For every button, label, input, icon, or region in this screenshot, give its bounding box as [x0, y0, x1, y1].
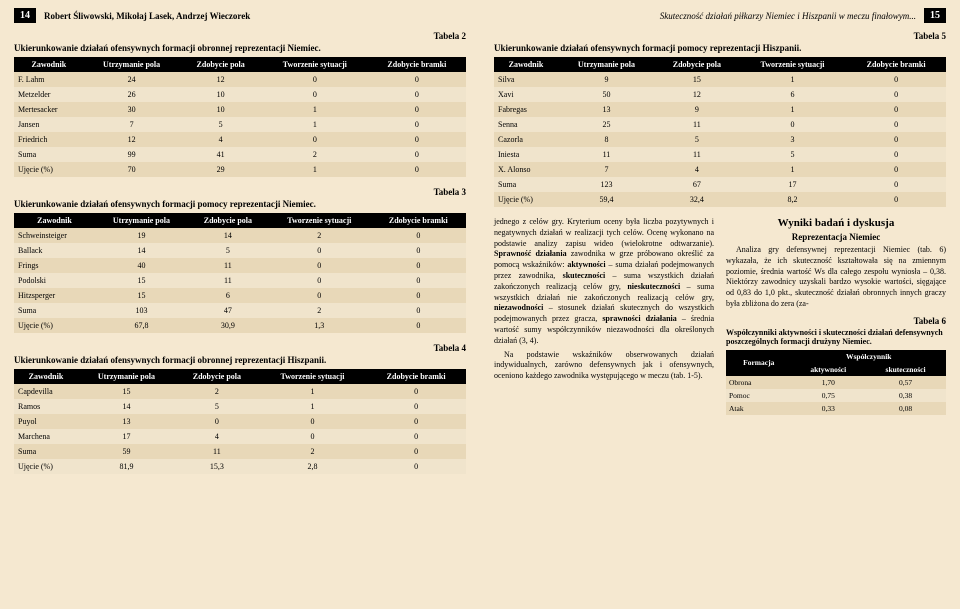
table3-caption: Ukierunkowanie działań ofensywnych forma…: [14, 199, 466, 209]
table-row: Pomoc0,750,38: [726, 389, 946, 402]
table-row: Frings401100: [14, 258, 466, 273]
table-row: Schweinsteiger191420: [14, 228, 466, 243]
table-row: Obrona1,700,57: [726, 376, 946, 389]
table-row: Ujęcie (%)59,432,48,20: [494, 192, 946, 207]
table-row: Hitzsperger15600: [14, 288, 466, 303]
table4-caption: Ukierunkowanie działań ofensywnych forma…: [14, 355, 466, 365]
table-row: Suma591120: [14, 444, 466, 459]
table-row: Silva91510: [494, 72, 946, 87]
header-authors: Robert Śliwowski, Mikołaj Lasek, Andrzej…: [44, 11, 250, 21]
table5-caption: Ukierunkowanie działań ofensywnych forma…: [494, 43, 946, 53]
table5-label: Tabela 5: [494, 31, 946, 41]
table-row: Metzelder261000: [14, 87, 466, 102]
table-row: Atak0,330,08: [726, 402, 946, 415]
table-row: Mertesacker301010: [14, 102, 466, 117]
left-header: 14 Robert Śliwowski, Mikołaj Lasek, Andr…: [14, 8, 466, 23]
table-row: Ujęcie (%)702910: [14, 162, 466, 177]
table-row: F. Lahm241200: [14, 72, 466, 87]
table-row: Capdevilla15210: [14, 384, 466, 399]
results-para: Analiza gry defensywnej reprezentacji Ni…: [726, 245, 946, 310]
table4-label: Tabela 4: [14, 343, 466, 353]
table-row: Iniesta111150: [494, 147, 946, 162]
table6-caption: Współczynniki aktywności i skuteczności …: [726, 328, 946, 346]
table3: Zawodnik Utrzymanie pola Zdobycie pola T…: [14, 213, 466, 333]
page-number: 15: [924, 8, 946, 23]
table-row: Ujęcie (%)67,830,91,30: [14, 318, 466, 333]
table-row: Podolski151100: [14, 273, 466, 288]
table4: Zawodnik Utrzymanie pola Zdobycie pola T…: [14, 369, 466, 474]
table-row: Suma1034720: [14, 303, 466, 318]
table-row: Ballack14500: [14, 243, 466, 258]
table-row: Jansen7510: [14, 117, 466, 132]
right-header: Skuteczność działań piłkarzy Niemiec i H…: [494, 8, 946, 23]
table-row: X. Alonso7410: [494, 162, 946, 177]
page-number: 14: [14, 8, 36, 23]
table2-caption: Ukierunkowanie działań ofensywnych forma…: [14, 43, 466, 53]
table-row: Suma994120: [14, 147, 466, 162]
table2-label: Tabela 2: [14, 31, 466, 41]
table-row: Fabregas13910: [494, 102, 946, 117]
body-para-1: jednego z celów gry. Kryterium oceny był…: [494, 217, 714, 347]
table-row: Senna251100: [494, 117, 946, 132]
results-subheading: Reprezentacja Niemiec: [726, 232, 946, 242]
table5: Zawodnik Utrzymanie pola Zdobycie pola T…: [494, 57, 946, 207]
table6: Formacja Współczynnik aktywności skutecz…: [726, 350, 946, 415]
body-para-2: Na podstawie wskaźników obserwowanych dz…: [494, 350, 714, 382]
table2: Zawodnik Utrzymanie pola Zdobycie pola T…: [14, 57, 466, 177]
table-row: Friedrich12400: [14, 132, 466, 147]
table-row: Suma12367170: [494, 177, 946, 192]
results-heading: Wyniki badań i dyskusja: [726, 217, 946, 229]
table-row: Cazorla8530: [494, 132, 946, 147]
table3-label: Tabela 3: [14, 187, 466, 197]
table-row: Ujęcie (%)81,915,32,80: [14, 459, 466, 474]
table-row: Puyol13000: [14, 414, 466, 429]
table-row: Marchena17400: [14, 429, 466, 444]
header-title: Skuteczność działań piłkarzy Niemiec i H…: [660, 11, 916, 21]
table6-label: Tabela 6: [726, 316, 946, 326]
table-row: Xavi501260: [494, 87, 946, 102]
table-row: Ramos14510: [14, 399, 466, 414]
